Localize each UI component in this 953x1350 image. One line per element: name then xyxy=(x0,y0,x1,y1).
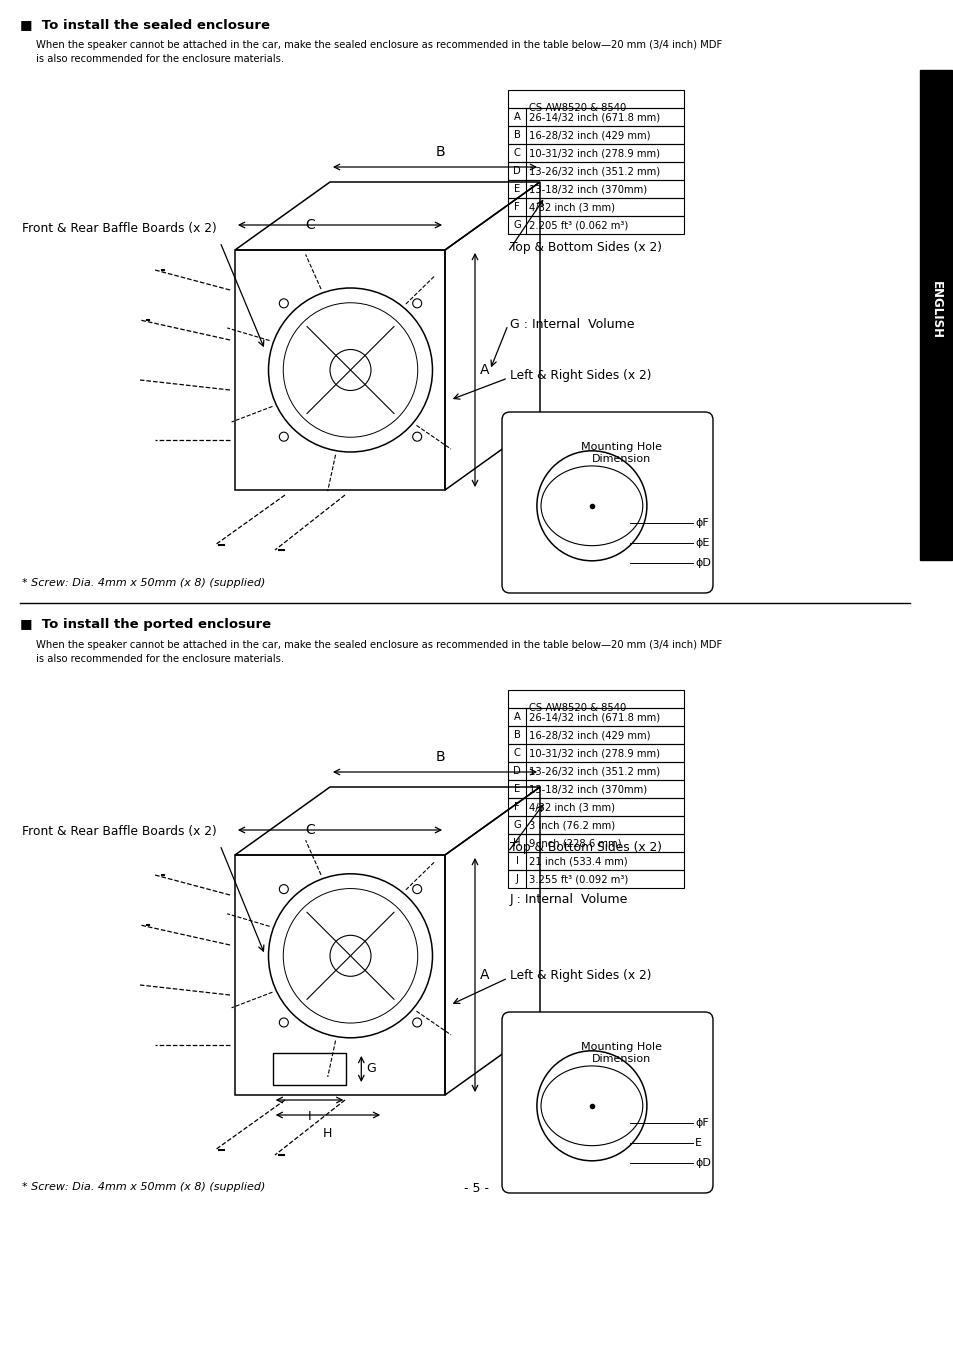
Text: ϕD: ϕD xyxy=(695,1158,710,1168)
Text: B: B xyxy=(513,730,520,740)
Bar xyxy=(507,744,683,761)
Bar xyxy=(507,815,683,834)
Text: When the speaker cannot be attached in the car, make the sealed enclosure as rec: When the speaker cannot be attached in t… xyxy=(36,640,721,664)
Text: ϕD: ϕD xyxy=(695,558,710,568)
Bar xyxy=(507,216,683,234)
Text: B: B xyxy=(513,130,520,140)
Text: B: B xyxy=(435,751,444,764)
Text: * Screw: Dia. 4mm x 50mm (x 8) (supplied): * Screw: Dia. 4mm x 50mm (x 8) (supplied… xyxy=(22,1183,265,1192)
Bar xyxy=(507,90,683,108)
Text: C: C xyxy=(305,824,314,837)
Text: A: A xyxy=(513,711,520,722)
Text: Top & Bottom Sides (x 2): Top & Bottom Sides (x 2) xyxy=(510,242,661,255)
Text: 13-26/32 inch (351.2 mm): 13-26/32 inch (351.2 mm) xyxy=(529,166,659,176)
Text: 3 inch (76.2 mm): 3 inch (76.2 mm) xyxy=(529,819,615,830)
Text: - 5 -: - 5 - xyxy=(464,1183,489,1195)
Text: B: B xyxy=(435,144,444,159)
Text: 26-14/32 inch (671.8 mm): 26-14/32 inch (671.8 mm) xyxy=(529,112,659,122)
Text: 13-18/32 inch (370mm): 13-18/32 inch (370mm) xyxy=(529,184,646,194)
Text: Front & Rear Baffle Boards (x 2): Front & Rear Baffle Boards (x 2) xyxy=(22,825,216,838)
Text: J: J xyxy=(515,873,517,884)
Text: G: G xyxy=(513,220,520,230)
Bar xyxy=(507,761,683,780)
Text: A: A xyxy=(479,363,489,377)
Text: 21 inch (533.4 mm): 21 inch (533.4 mm) xyxy=(529,856,627,865)
Bar xyxy=(507,690,683,707)
Text: A: A xyxy=(513,112,520,122)
Text: 4/32 inch (3 mm): 4/32 inch (3 mm) xyxy=(529,802,615,811)
Text: E: E xyxy=(695,1138,701,1148)
FancyBboxPatch shape xyxy=(501,412,712,593)
Text: CS-AW8520 & 8540: CS-AW8520 & 8540 xyxy=(529,103,625,113)
Text: 13-26/32 inch (351.2 mm): 13-26/32 inch (351.2 mm) xyxy=(529,765,659,776)
Text: 16-28/32 inch (429 mm): 16-28/32 inch (429 mm) xyxy=(529,730,650,740)
Text: H: H xyxy=(323,1127,333,1139)
Bar xyxy=(507,869,683,888)
Bar xyxy=(507,126,683,144)
Bar xyxy=(507,108,683,126)
Text: 26-14/32 inch (671.8 mm): 26-14/32 inch (671.8 mm) xyxy=(529,711,659,722)
Text: C: C xyxy=(305,217,314,232)
Text: C: C xyxy=(513,148,520,158)
Text: 13-18/32 inch (370mm): 13-18/32 inch (370mm) xyxy=(529,784,646,794)
Bar xyxy=(507,852,683,869)
Bar xyxy=(273,1053,346,1085)
Text: ϕE: ϕE xyxy=(695,539,709,548)
Text: G : Internal  Volume: G : Internal Volume xyxy=(510,319,634,332)
Text: 4/32 inch (3 mm): 4/32 inch (3 mm) xyxy=(529,202,615,212)
Bar xyxy=(507,726,683,744)
Text: D: D xyxy=(513,765,520,776)
Text: Left & Right Sides (x 2): Left & Right Sides (x 2) xyxy=(510,369,651,382)
Bar xyxy=(507,707,683,726)
Text: 9 inch (228.6 mm): 9 inch (228.6 mm) xyxy=(529,838,620,848)
Text: F: F xyxy=(514,202,519,212)
Text: H: H xyxy=(513,838,520,848)
Text: Top & Bottom Sides (x 2): Top & Bottom Sides (x 2) xyxy=(510,841,661,855)
Text: Front & Rear Baffle Boards (x 2): Front & Rear Baffle Boards (x 2) xyxy=(22,221,216,235)
Text: C: C xyxy=(513,748,520,757)
Text: Mounting Hole
Dimension: Mounting Hole Dimension xyxy=(580,441,661,463)
Text: * Screw: Dia. 4mm x 50mm (x 8) (supplied): * Screw: Dia. 4mm x 50mm (x 8) (supplied… xyxy=(22,578,265,589)
Text: ■  To install the ported enclosure: ■ To install the ported enclosure xyxy=(20,618,271,630)
Bar xyxy=(507,834,683,852)
Text: 3.255 ft³ (0.092 m³): 3.255 ft³ (0.092 m³) xyxy=(529,873,628,884)
Text: 10-31/32 inch (278.9 mm): 10-31/32 inch (278.9 mm) xyxy=(529,148,659,158)
Text: CS-AW8520 & 8540: CS-AW8520 & 8540 xyxy=(529,703,625,713)
Text: ϕF: ϕF xyxy=(695,518,708,528)
Text: When the speaker cannot be attached in the car, make the sealed enclosure as rec: When the speaker cannot be attached in t… xyxy=(36,40,721,63)
Text: D: D xyxy=(513,166,520,176)
Text: ■  To install the sealed enclosure: ■ To install the sealed enclosure xyxy=(20,18,270,31)
Text: I: I xyxy=(515,856,517,865)
Text: G: G xyxy=(513,819,520,830)
Bar xyxy=(507,780,683,798)
Text: 2.205 ft³ (0.062 m³): 2.205 ft³ (0.062 m³) xyxy=(529,220,628,230)
Text: Left & Right Sides (x 2): Left & Right Sides (x 2) xyxy=(510,968,651,981)
Text: E: E xyxy=(514,784,519,794)
Text: 16-28/32 inch (429 mm): 16-28/32 inch (429 mm) xyxy=(529,130,650,140)
Bar xyxy=(507,144,683,162)
FancyBboxPatch shape xyxy=(501,1012,712,1193)
Text: ϕF: ϕF xyxy=(695,1118,708,1129)
Text: A: A xyxy=(479,968,489,981)
Text: I: I xyxy=(308,1110,311,1123)
Text: Mounting Hole
Dimension: Mounting Hole Dimension xyxy=(580,1042,661,1064)
Bar xyxy=(507,798,683,815)
Bar xyxy=(919,70,951,560)
Bar xyxy=(507,162,683,180)
Bar xyxy=(507,180,683,198)
Text: E: E xyxy=(514,184,519,194)
Text: 10-31/32 inch (278.9 mm): 10-31/32 inch (278.9 mm) xyxy=(529,748,659,757)
Text: J : Internal  Volume: J : Internal Volume xyxy=(510,894,628,906)
Bar xyxy=(507,198,683,216)
Text: G: G xyxy=(366,1062,375,1076)
Text: F: F xyxy=(514,802,519,811)
Text: ENGLISH: ENGLISH xyxy=(928,281,942,339)
